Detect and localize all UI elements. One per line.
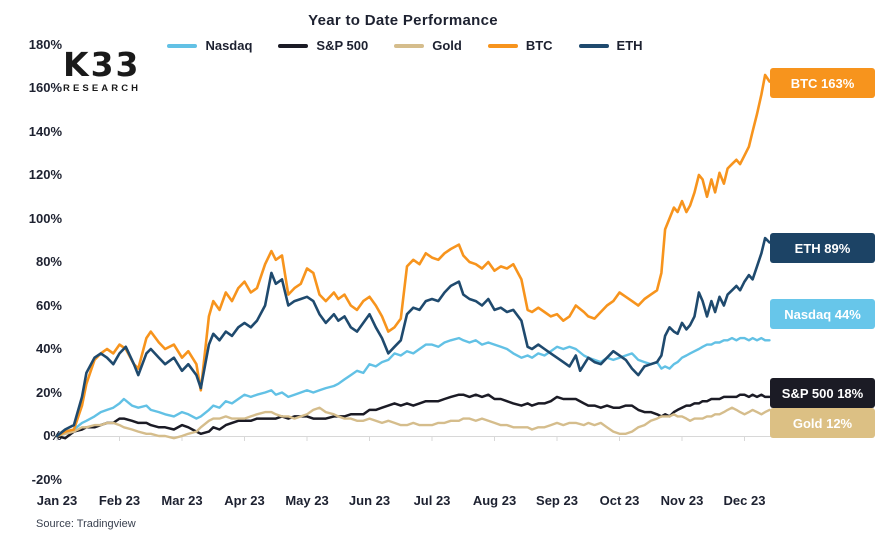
legend-item-nasdaq[interactable]: Nasdaq [167,38,252,53]
legend-label: ETH [616,38,643,53]
x-axis-tick-label: Jan 23 [36,493,78,508]
legend-swatch-s-p-500 [278,43,309,48]
x-axis-tick-label: Jul 23 [413,493,451,508]
logo-subtitle: RESEARCH [63,83,142,94]
x-axis-tick-label: Nov 23 [660,493,704,508]
legend-item-eth[interactable]: ETH [578,38,643,53]
k33-research-logo: K33 RESEARCH [63,48,141,94]
series-line-eth [55,236,771,438]
series-line-gold [55,406,771,440]
legend-swatch-eth [578,43,609,48]
y-axis-tick-label: 180% [28,36,62,52]
end-label-btc-163: BTC 163% [770,68,875,98]
y-axis-tick-label: 20% [35,384,62,400]
legend-item-s-p-500[interactable]: S&P 500 [278,38,368,53]
chart-legend: Nasdaq S&P 500 Gold BTC ETH [150,38,660,53]
source-note: Source: Tradingview [36,518,136,530]
x-axis-tick-label: May 23 [285,493,329,508]
y-axis-tick-label: 80% [35,254,62,269]
legend-label: Gold [432,38,462,53]
series-line-nasdaq [55,336,771,438]
end-label-gold-12: Gold 12% [770,408,875,438]
legend-item-btc[interactable]: BTC [487,38,553,53]
legend-swatch-btc [487,43,518,48]
y-axis-tick-label: -20% [31,471,62,487]
legend-label: Nasdaq [205,38,253,53]
x-axis-tick-label: Apr 23 [224,493,265,508]
x-axis-tick-label: Feb 23 [98,493,141,508]
legend-swatch-gold [394,43,425,48]
legend-label: BTC [525,38,553,53]
legend-swatch-nasdaq [167,43,198,48]
x-axis-tick-label: Oct 23 [599,493,640,508]
series-line-btc [55,73,771,438]
y-axis-tick-label: 40% [35,341,62,356]
x-axis-tick-label: Aug 23 [472,493,517,508]
y-axis-tick-label: 100% [28,210,62,226]
end-label-nasdaq-44: Nasdaq 44% [770,299,875,329]
y-axis-tick-label: 140% [28,123,62,139]
x-axis-tick-label: Sep 23 [536,493,578,508]
y-axis-tick-label: 120% [28,167,62,182]
logo-wordmark: K33 [63,45,141,84]
legend-item-gold[interactable]: Gold [394,38,462,53]
y-axis-tick-label: 160% [28,80,62,95]
chart-title: Year to Date Performance [308,12,498,29]
x-axis-tick-label: Jun 23 [348,493,391,508]
x-axis-tick-label: Mar 23 [161,493,203,508]
legend-label: S&P 500 [316,38,369,53]
end-label-s-p-500-18: S&P 500 18% [770,378,875,408]
y-axis-tick-label: 60% [35,297,62,313]
x-axis-tick-label: Dec 23 [723,493,766,508]
end-label-eth-89: ETH 89% [770,233,875,263]
